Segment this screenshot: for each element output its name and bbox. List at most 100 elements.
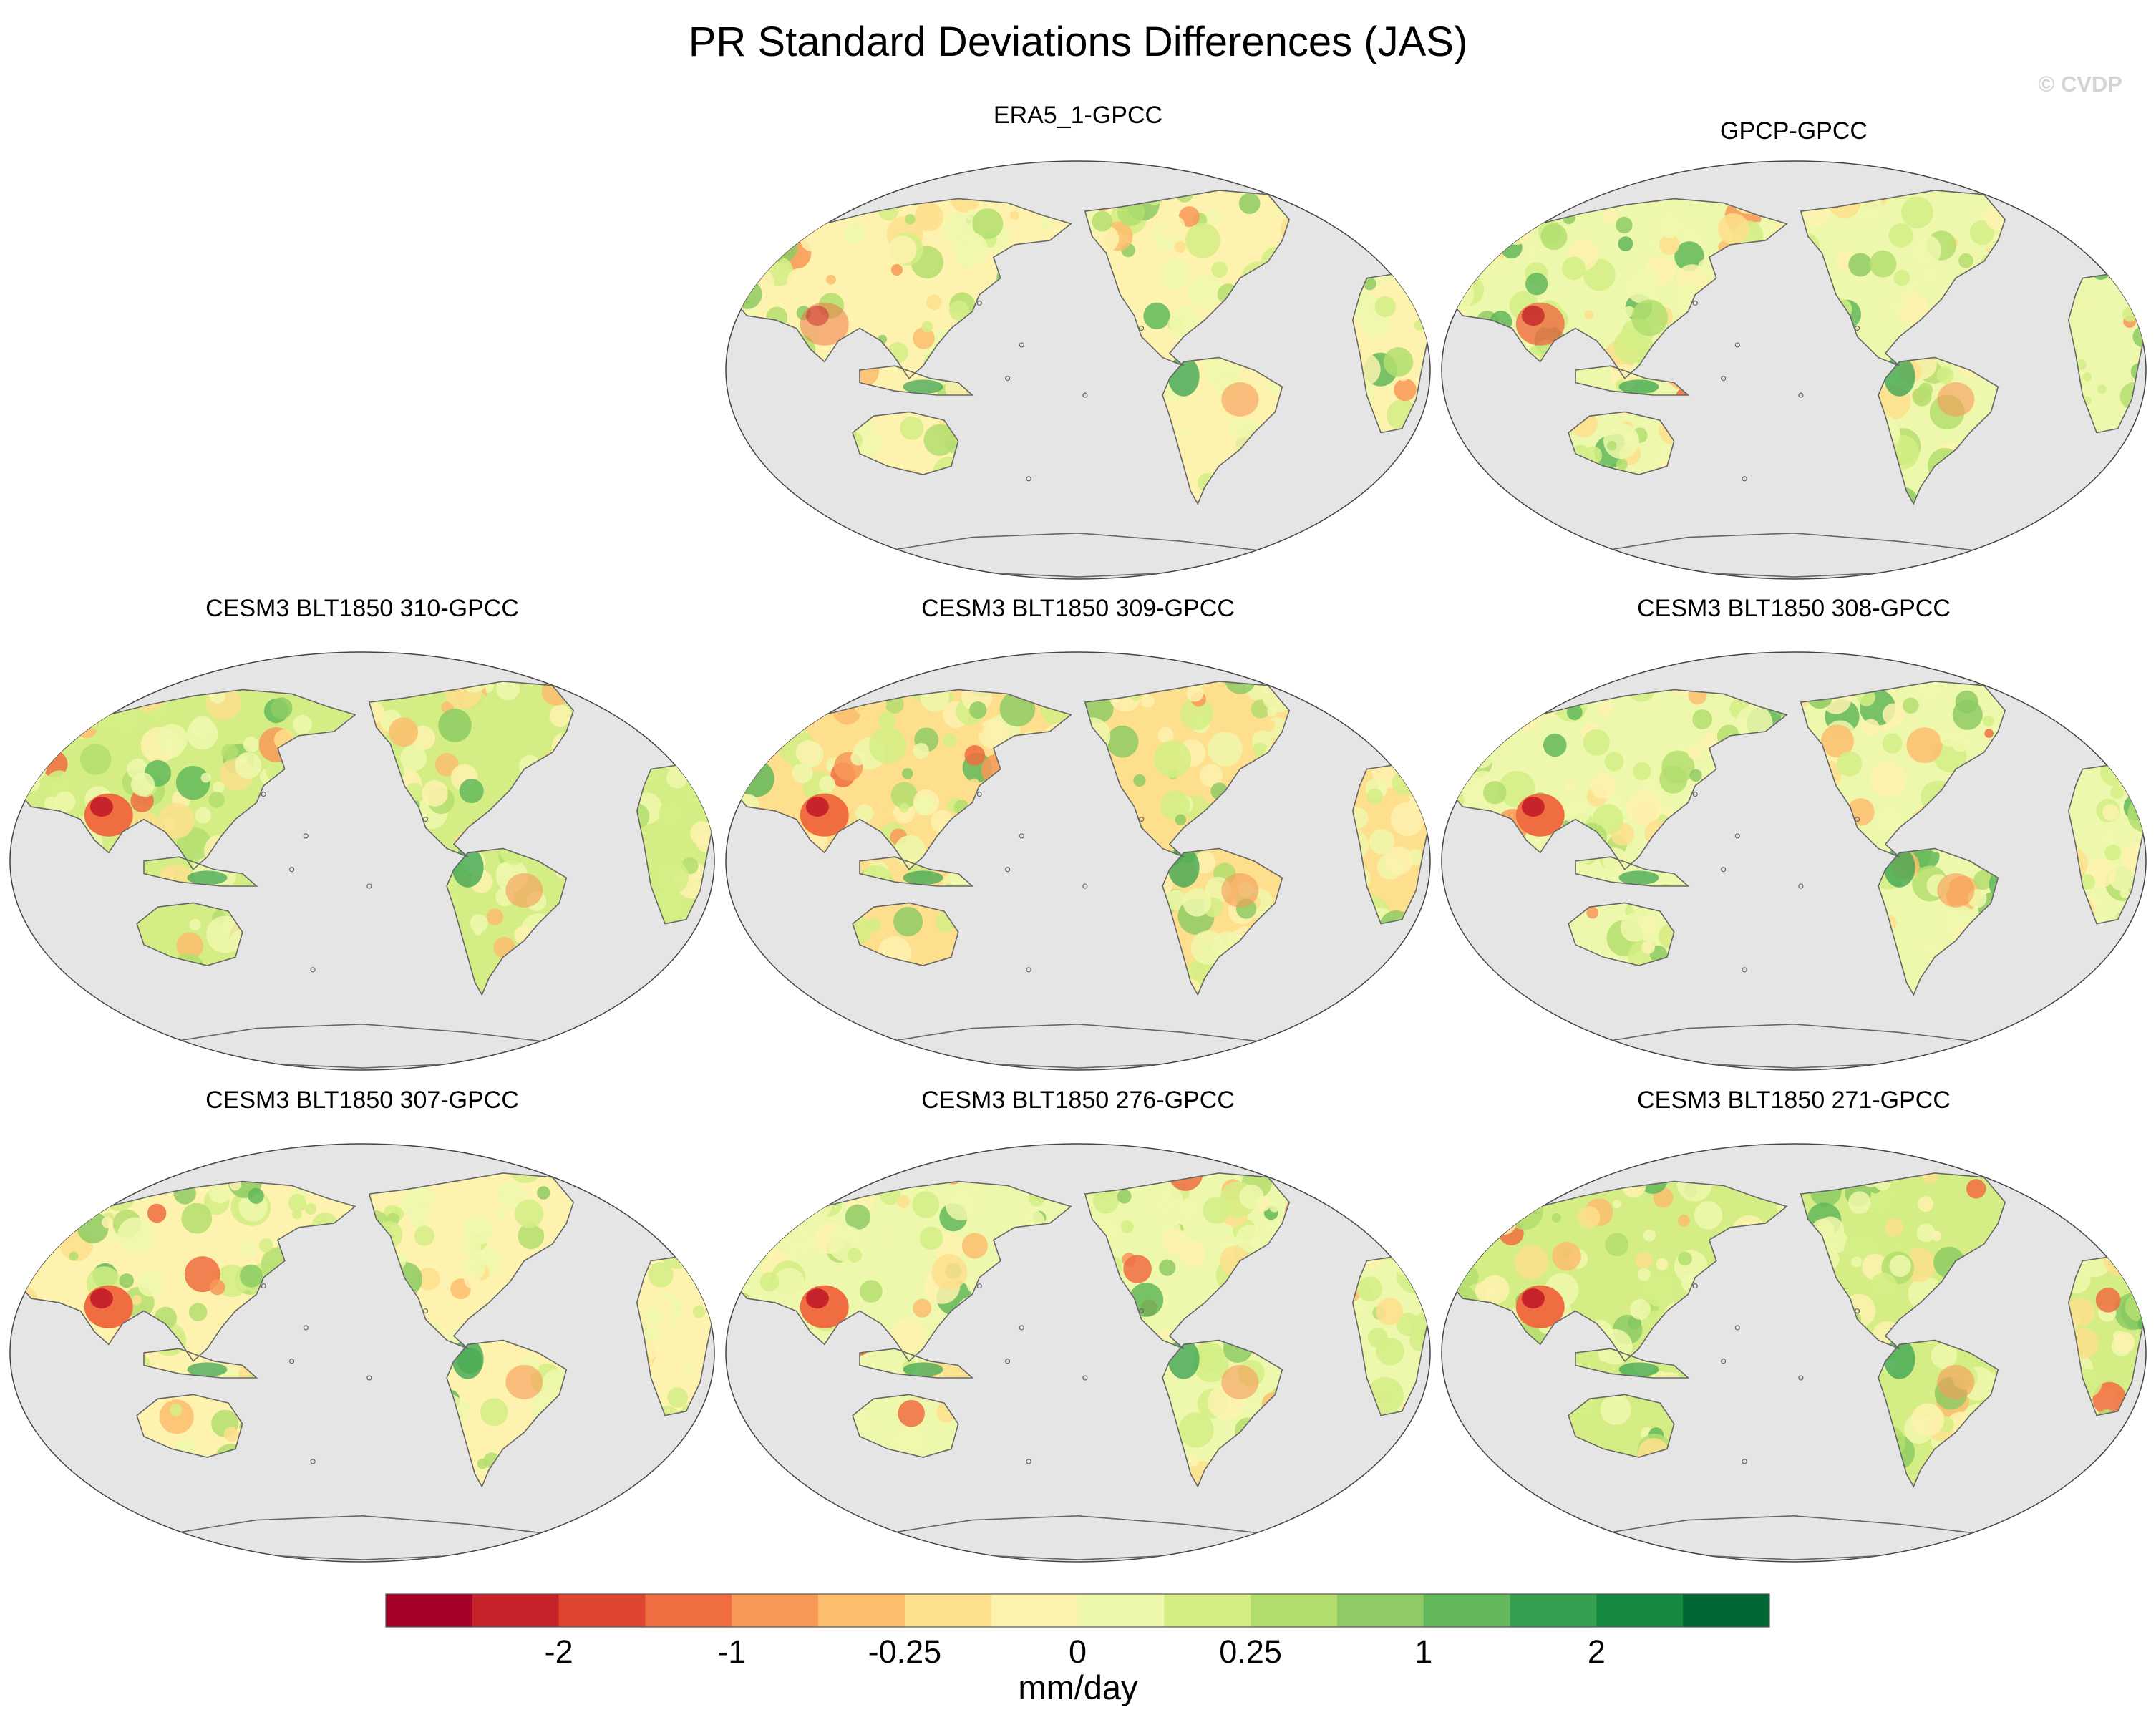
island <box>310 967 316 973</box>
coastline-australia <box>136 902 243 966</box>
coastline-samerica <box>1162 356 1283 505</box>
panel-title: ERA5_1-GPCC <box>994 102 1162 129</box>
coastline-samerica <box>1878 847 1999 996</box>
coastline-asia <box>726 1180 1072 1362</box>
island <box>1854 816 1860 822</box>
colorbar-box <box>1164 1594 1251 1627</box>
colorbar-box <box>1336 1594 1424 1627</box>
island <box>310 1459 316 1464</box>
figure-title: PR Standard Deviations Differences (JAS) <box>689 19 1468 65</box>
coastline-indonesia <box>1575 856 1690 887</box>
island <box>1854 1308 1860 1314</box>
colorbar-box <box>1077 1594 1165 1627</box>
coastline-indonesia <box>859 365 974 396</box>
panel-title: CESM3 BLT1850 309-GPCC <box>921 595 1235 622</box>
island <box>1004 867 1011 873</box>
colorbar-box <box>991 1594 1078 1627</box>
coastline-asia <box>10 1180 356 1362</box>
island <box>1692 791 1698 797</box>
panel-title: CESM3 BLT1850 276-GPCC <box>921 1087 1235 1114</box>
coastline-namerica <box>1800 681 2006 857</box>
panel-cesm3-309: CESM3 BLT1850 309-GPCC <box>725 595 1431 1071</box>
coastline-asia <box>10 689 356 870</box>
colorbar-tick-label: 0 <box>1069 1633 1087 1670</box>
island <box>1138 816 1145 822</box>
island <box>976 1283 982 1289</box>
island <box>422 1308 429 1314</box>
coastline-australia <box>852 902 959 966</box>
island <box>1138 326 1145 331</box>
colorbar-tick-label: -0.25 <box>868 1633 942 1670</box>
coastline-australia <box>852 411 959 475</box>
island <box>1138 1308 1145 1314</box>
panel-gpcp-gpcc: GPCP-GPCC <box>1441 117 2147 580</box>
coastline-samerica <box>446 847 568 996</box>
colorbar-box <box>904 1594 992 1627</box>
island <box>1004 376 1011 382</box>
island <box>1004 1359 1011 1364</box>
colorbar-tick-label: -2 <box>545 1633 573 1670</box>
coastline-samerica <box>1878 1339 1999 1488</box>
island <box>303 1325 309 1331</box>
colorbar-tick-label: 1 <box>1414 1633 1432 1670</box>
island <box>1721 376 1727 382</box>
coastline-indonesia <box>859 856 974 887</box>
island <box>289 1359 295 1364</box>
colorbar-boxes <box>385 1593 1770 1628</box>
colorbar-box <box>558 1594 646 1627</box>
island <box>1742 1459 1747 1464</box>
colorbar-units: mm/day <box>1018 1668 1138 1706</box>
coastline-asia <box>726 198 1072 379</box>
colorbar-box <box>386 1594 473 1627</box>
coastline-namerica <box>1800 190 2006 366</box>
island <box>366 1375 372 1381</box>
island <box>1742 476 1747 482</box>
colorbar: -2 -1 -0.25 0 0.25 1 2 mm/day <box>385 1593 1770 1706</box>
coastline-samerica <box>1878 356 1999 505</box>
island <box>1692 1283 1698 1289</box>
coastline-samerica <box>446 1339 568 1488</box>
colorbar-tick-label: 0.25 <box>1219 1633 1282 1670</box>
coastline-australia <box>1568 902 1675 966</box>
coastline-namerica <box>1084 1172 1291 1349</box>
island <box>1019 342 1024 348</box>
coastline-australia <box>1568 411 1675 475</box>
colorbar-ticks: -2 -1 -0.25 0 0.25 1 2 <box>545 1633 1606 1670</box>
panel-title: CESM3 BLT1850 310-GPCC <box>205 595 519 622</box>
island <box>289 867 295 873</box>
colorbar-tick-label: 2 <box>1588 1633 1606 1670</box>
island <box>303 833 309 839</box>
colorbar-box <box>1423 1594 1511 1627</box>
island <box>1742 967 1747 973</box>
island <box>261 1283 266 1289</box>
coastline-samerica <box>1162 847 1283 996</box>
coastline-namerica <box>368 681 575 857</box>
island <box>1019 833 1024 839</box>
colorbar-box <box>472 1594 560 1627</box>
island <box>1721 1359 1727 1364</box>
coastline-asia <box>726 689 1072 870</box>
island <box>1082 883 1088 889</box>
panel-title: GPCP-GPCC <box>1720 117 1868 145</box>
island <box>976 791 982 797</box>
colorbar-box <box>1510 1594 1597 1627</box>
island <box>1734 833 1740 839</box>
island <box>1019 1325 1024 1331</box>
coastline-namerica <box>368 1172 575 1349</box>
island <box>1082 1375 1088 1381</box>
colorbar-box <box>1596 1594 1684 1627</box>
colorbar-frame <box>385 1593 1770 1628</box>
colorbar-box <box>732 1594 819 1627</box>
island <box>1734 342 1740 348</box>
island <box>1692 300 1698 306</box>
island <box>1798 883 1804 889</box>
colorbar-box <box>1251 1594 1338 1627</box>
coastline-asia <box>1442 689 1788 870</box>
colorbar-box <box>645 1594 732 1627</box>
coastline-indonesia <box>1575 1348 1690 1379</box>
panel-title: CESM3 BLT1850 308-GPCC <box>1637 595 1951 622</box>
island <box>1721 867 1727 873</box>
island <box>1734 1325 1740 1331</box>
